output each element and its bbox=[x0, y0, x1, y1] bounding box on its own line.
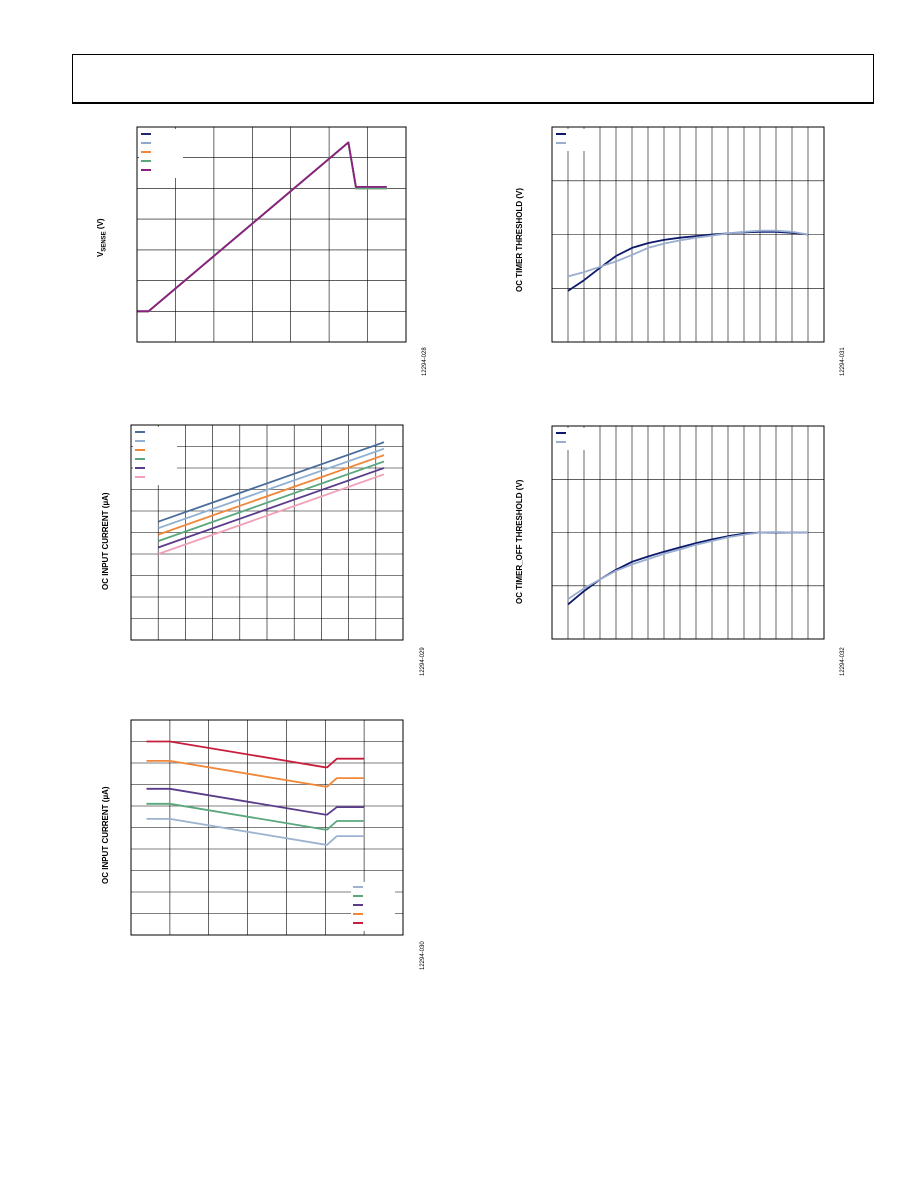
gridlines bbox=[552, 127, 824, 342]
ylabel-main: V bbox=[96, 251, 105, 257]
plot-frame bbox=[130, 719, 404, 936]
figure-3-id: 12294-029 bbox=[420, 647, 426, 676]
figure-2-ylabel: OC TIMER THRESHOLD (V) bbox=[515, 188, 524, 292]
ylabel-subscript: SENSE bbox=[101, 231, 108, 252]
plot-frame bbox=[551, 126, 825, 343]
page-header-frame bbox=[72, 54, 874, 104]
series-line-4 bbox=[157, 460, 385, 542]
series-line-3 bbox=[157, 454, 385, 536]
plot-frame bbox=[136, 126, 407, 343]
series-line-3 bbox=[146, 787, 365, 816]
series-line-2 bbox=[567, 229, 809, 278]
figure-1-ylabel: VSENSE (V) bbox=[96, 218, 108, 257]
series-line-5 bbox=[146, 740, 365, 769]
series-line-5 bbox=[157, 467, 385, 549]
figure-2-chart bbox=[551, 126, 825, 343]
series-line-1 bbox=[567, 531, 808, 606]
figure-1-chart bbox=[136, 126, 407, 343]
series-line-2 bbox=[157, 447, 385, 530]
figure-2-id: 12294-031 bbox=[840, 347, 846, 376]
figure-3-chart bbox=[130, 424, 404, 641]
series-line-2 bbox=[567, 531, 808, 600]
series-line-1 bbox=[146, 818, 365, 846]
figure-4-id: 12294-032 bbox=[840, 647, 846, 676]
figure-3-ylabel: OC INPUT CURRENT (µA) bbox=[101, 492, 110, 591]
plot-frame bbox=[130, 424, 404, 641]
plot-frame bbox=[551, 425, 825, 640]
series-line-2 bbox=[146, 802, 365, 831]
figure-4-chart bbox=[551, 425, 825, 640]
figure-5-id: 12294-030 bbox=[420, 941, 426, 970]
ylabel-unit: (V) bbox=[96, 218, 105, 232]
legend-box bbox=[554, 428, 598, 450]
legend-box bbox=[554, 129, 598, 151]
legend-box bbox=[133, 427, 177, 485]
series-line-1 bbox=[157, 441, 385, 523]
series-line-1 bbox=[567, 230, 809, 292]
figure-5-ylabel: OC INPUT CURRENT (µA) bbox=[101, 786, 110, 885]
figure-5-chart bbox=[130, 719, 404, 936]
series-line-4 bbox=[146, 760, 365, 788]
gridlines bbox=[131, 720, 403, 935]
series-line-6 bbox=[157, 473, 385, 555]
series-line-5 bbox=[137, 141, 387, 313]
figure-1-id: 12294-028 bbox=[422, 347, 428, 376]
figure-4-ylabel: OC TIMER_OFF THRESHOLD (V) bbox=[515, 479, 524, 604]
